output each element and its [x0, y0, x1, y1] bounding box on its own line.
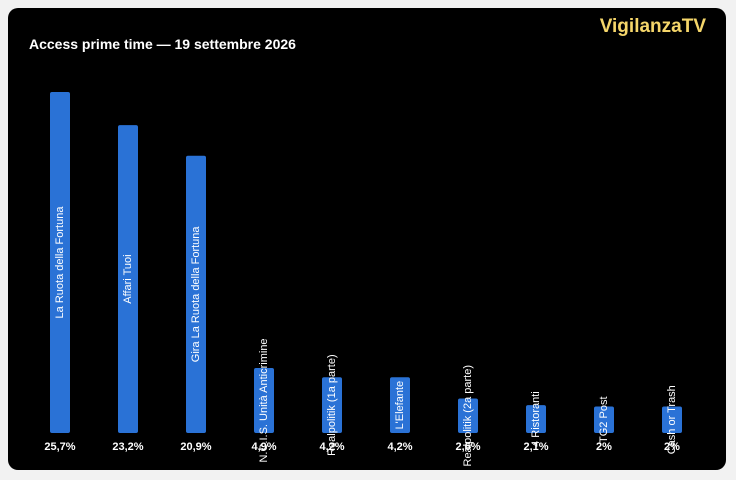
bar-category-label: N.C.I.S. Unità Anticrimine: [258, 338, 270, 462]
bar-category-label: L'Elefante: [394, 381, 406, 430]
bar-value-label: 2,6%: [455, 441, 480, 453]
bar-4: [254, 367, 274, 433]
bar-3: [186, 155, 206, 433]
bar-2: [118, 125, 138, 433]
chart-card: Access prime time — 19 settembre 2026 Vi…: [8, 8, 726, 470]
bar-value-label: 4,2%: [387, 441, 412, 453]
bar-value-label: 20,9%: [180, 441, 211, 453]
bar-value-label: 25,7%: [44, 441, 75, 453]
bar-category-label: Cash or Trash: [666, 385, 678, 454]
bar-category-label: Realpolitik (2a parte): [462, 365, 474, 467]
bar-value-label: 4,2%: [319, 441, 344, 453]
chart-title: Access prime time — 19 settembre 2026: [29, 36, 296, 52]
bar-chart: La Ruota della Fortuna 25,7% Affari Tuoi 23…: [44, 92, 682, 467]
bar-value-label: 4,9%: [251, 441, 276, 453]
bar-10: [662, 406, 682, 433]
bar-category-label: TG2 Post: [598, 396, 610, 442]
bar-category-label: Realpolitik (1a parte): [326, 354, 338, 456]
bar-value-label: 2%: [664, 441, 680, 453]
bar-category-label: Gira La Ruota della Fortuna: [190, 226, 202, 363]
bar-category-label: Affari Tuoi: [122, 254, 134, 303]
bar-category-label: La Ruota della Fortuna: [54, 206, 66, 319]
bar-5: [322, 377, 342, 433]
bar-9: [594, 406, 614, 433]
bar-value-label: 2%: [596, 441, 612, 453]
bar-7: [458, 398, 478, 433]
bar-category-label: 4 Ristoranti: [530, 391, 542, 447]
bar-1: [50, 92, 70, 433]
bar-6: [390, 377, 410, 433]
brand-logo: VigilanzaTV: [599, 16, 706, 37]
bar-value-label: 2,1%: [523, 441, 548, 453]
bar-value-label: 23,2%: [112, 441, 143, 453]
bar-8: [526, 405, 546, 433]
